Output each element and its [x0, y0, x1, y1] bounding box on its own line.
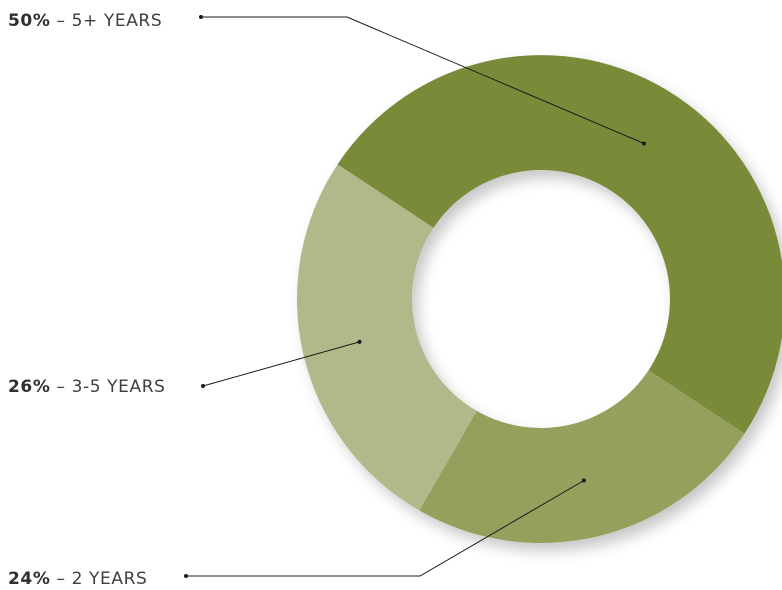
slice-category-5plus-years: 5+ YEARS — [72, 11, 163, 31]
slice-label-2-years: 24% – 2 YEARS — [8, 569, 147, 589]
leader-end-dot-3-5-years — [357, 339, 362, 344]
slice-label-5plus-years: 50% – 5+ YEARS — [8, 11, 162, 31]
label-separator: – — [51, 377, 72, 397]
slice-label-3-5-years: 26% – 3-5 YEARS — [8, 377, 166, 397]
leader-end-dot-2-years — [581, 478, 586, 483]
slice-category-3-5-years: 3-5 YEARS — [72, 377, 166, 397]
leader-end-dot-5plus-years — [641, 141, 646, 146]
slice-percent-5plus-years: 50% — [8, 11, 51, 31]
slice-percent-2-years: 24% — [8, 569, 51, 589]
slice-5plus-years — [337, 55, 782, 434]
leader-line-2-years — [186, 480, 585, 577]
leader-line-3-5-years — [202, 341, 360, 387]
donut-slices — [296, 55, 782, 543]
leader-lines — [184, 15, 646, 578]
slice-3-5-years — [296, 164, 477, 511]
slice-percent-3-5-years: 26% — [8, 377, 51, 397]
slice-2-years — [419, 370, 745, 543]
label-separator: – — [51, 569, 72, 589]
label-separator: – — [51, 11, 72, 31]
leader-start-dot-2-years — [184, 574, 188, 578]
leader-start-dot-3-5-years — [201, 384, 205, 388]
leader-start-dot-5plus-years — [199, 15, 203, 19]
leader-line-5plus-years — [201, 16, 645, 144]
slice-category-2-years: 2 YEARS — [72, 569, 148, 589]
